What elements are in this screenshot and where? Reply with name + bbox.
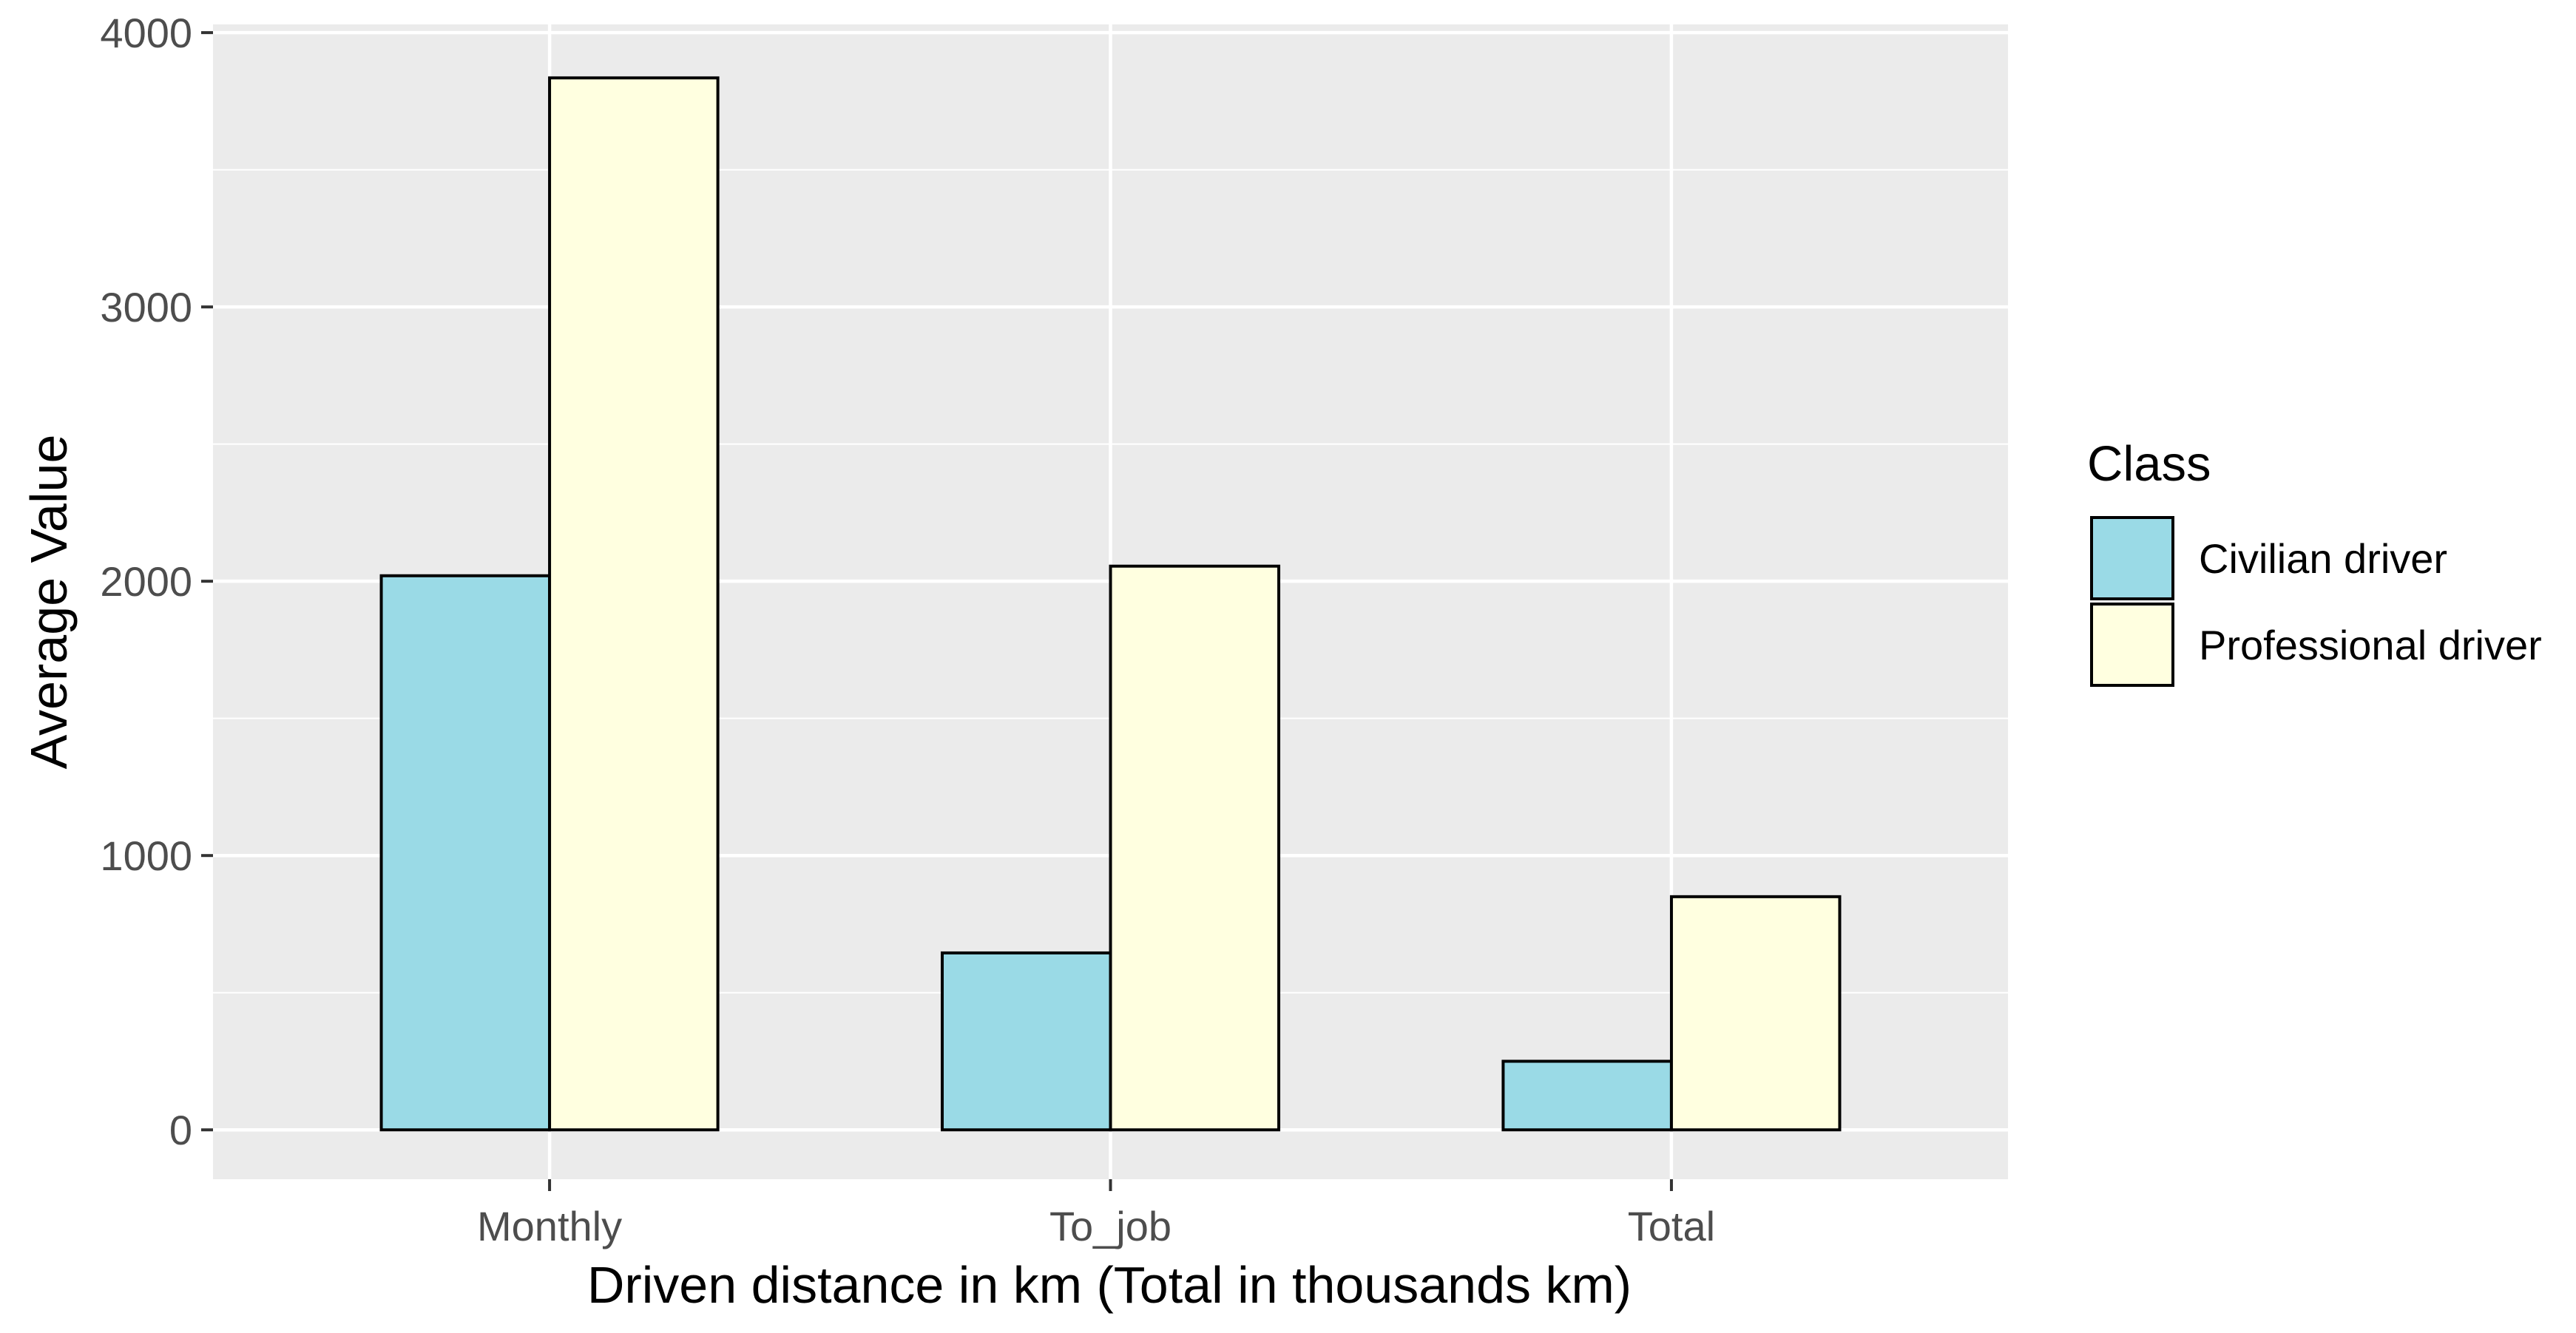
legend-items: Civilian driver Professional driver <box>2090 516 2542 687</box>
y-tick-label: 2000 <box>100 558 192 605</box>
y-axis-title: Average Value <box>20 435 78 770</box>
bar-professional-driver-total <box>1669 895 1842 1132</box>
bar-professional-driver-to-job <box>1109 564 1281 1132</box>
x-tick-label: Total <box>1628 1203 1715 1249</box>
y-tick-label: 1000 <box>100 832 192 879</box>
legend-title: Class <box>2087 436 2211 492</box>
y-tick-label: 4000 <box>100 10 192 56</box>
legend-key <box>2090 516 2174 600</box>
y-tick-label: 3000 <box>100 284 192 330</box>
bar-civilian-driver-total <box>1501 1059 1673 1132</box>
legend-label: Civilian driver <box>2199 535 2447 582</box>
y-tick-label: 0 <box>169 1107 192 1153</box>
bar-professional-driver-monthly <box>548 76 720 1132</box>
x-axis-title: Driven distance in km (Total in thousand… <box>587 1256 1632 1314</box>
bar-civilian-driver-monthly <box>379 574 552 1132</box>
bar-civilian-driver-to-job <box>940 951 1112 1132</box>
x-tick-label: Monthly <box>477 1203 622 1249</box>
legend-key <box>2090 603 2174 687</box>
legend-label: Professional driver <box>2199 622 2542 668</box>
x-axis: Monthly To_job Total <box>477 1179 1715 1249</box>
y-axis: 0 1000 2000 3000 4000 <box>100 10 213 1153</box>
legend: Class Civilian driver Professional driver <box>2087 436 2542 687</box>
bars <box>379 76 1842 1132</box>
x-tick-label: To_job <box>1049 1203 1172 1249</box>
